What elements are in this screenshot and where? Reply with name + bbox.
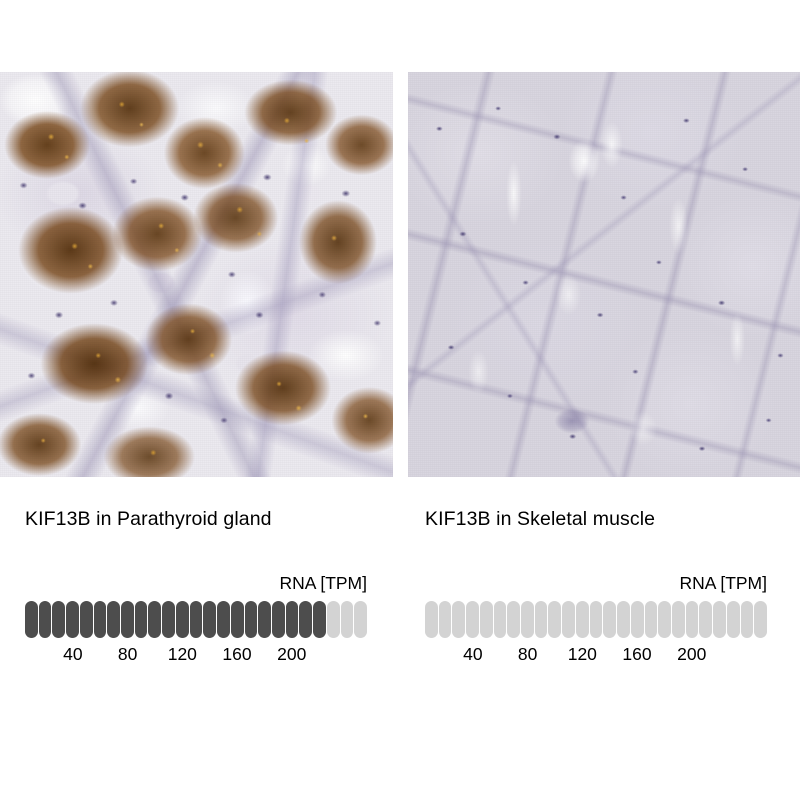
rna-gauge-tick-label: 40 [463, 644, 483, 664]
rna-gauge-tick-label: 160 [222, 644, 252, 664]
rna-gauge-segment [230, 601, 244, 638]
rna-gauge-tick-label: 160 [622, 644, 652, 664]
rna-gauge-tick-label: 80 [517, 644, 538, 664]
rna-gauge-segment [726, 601, 740, 638]
rna-tpm-gauge-skeletal-muscle[interactable] [425, 601, 767, 638]
hematoxylin-nuclei-layer [408, 72, 800, 477]
rna-gauge-segment [258, 601, 271, 638]
micrograph-panel-row [0, 72, 800, 477]
caption-block-parathyroid: KIF13B in Parathyroid gland RNA [TPM] 40… [0, 500, 400, 685]
rna-gauge-segment [630, 601, 644, 638]
rna-gauge-segment [617, 601, 630, 638]
rna-gauge-segment [671, 601, 685, 638]
micrograph-parathyroid-gland[interactable] [0, 72, 393, 477]
rna-gauge-segment [271, 601, 285, 638]
rna-gauge-segment [107, 601, 121, 638]
rna-gauge-segment [754, 601, 767, 638]
rna-gauge-segment [93, 601, 107, 638]
rna-gauge-segment [134, 601, 148, 638]
rna-gauge-segment [425, 601, 438, 638]
rna-gauge-segment [713, 601, 726, 638]
panel-title-skeletal-muscle: KIF13B in Skeletal muscle [425, 508, 656, 530]
rna-gauge-segment [685, 601, 699, 638]
rna-gauge-segment [121, 601, 134, 638]
rna-gauge-segment [299, 601, 313, 638]
micrograph-skeletal-muscle[interactable] [408, 72, 800, 477]
rna-gauge-segment [25, 601, 38, 638]
rna-gauge-segment [79, 601, 93, 638]
rna-gauge-segment [52, 601, 66, 638]
rna-gauge-segment [38, 601, 52, 638]
tissue-image-parathyroid [0, 72, 393, 477]
rna-gauge-tick-label: 200 [677, 644, 707, 664]
hematoxylin-nuclei-layer [0, 72, 393, 477]
rna-gauge-segment [548, 601, 562, 638]
rna-gauge-segment [507, 601, 521, 638]
rna-gauge-segment [148, 601, 162, 638]
rna-gauge-segment [603, 601, 617, 638]
caption-block-skeletal-muscle: KIF13B in Skeletal muscle RNA [TPM] 40 80… [400, 500, 800, 685]
rna-tpm-legend-right: RNA [TPM] [679, 573, 767, 593]
rna-gauge-segment [644, 601, 658, 638]
rna-gauge-segment [589, 601, 603, 638]
rna-gauge-segment [189, 601, 203, 638]
rna-gauge-segment [562, 601, 575, 638]
rna-gauge-segment [438, 601, 452, 638]
rna-gauge-tick-label: 40 [63, 644, 83, 664]
rna-gauge-segment [66, 601, 79, 638]
rna-gauge-tick-label: 200 [277, 644, 307, 664]
rna-tpm-tick-row-right: 40 80 120 160 200 [425, 644, 767, 668]
tissue-image-skeletal-muscle [408, 72, 800, 477]
rna-gauge-segment [521, 601, 534, 638]
capillary-cluster [549, 404, 596, 439]
rna-gauge-segment [244, 601, 258, 638]
rna-gauge-segment [658, 601, 671, 638]
rna-gauge-tick-label: 120 [567, 644, 597, 664]
rna-gauge-segment [285, 601, 299, 638]
rna-gauge-segment [575, 601, 589, 638]
rna-gauge-segment [175, 601, 189, 638]
rna-gauge-segment [326, 601, 340, 638]
rna-gauge-segment [203, 601, 217, 638]
rna-gauge-tick-label: 80 [117, 644, 138, 664]
rna-gauge-segment [354, 601, 367, 638]
rna-gauge-segment [479, 601, 493, 638]
rna-gauge-segment [534, 601, 548, 638]
rna-tpm-tick-row-left: 40 80 120 160 200 [25, 644, 367, 668]
rna-gauge-segment [217, 601, 230, 638]
rna-tpm-gauge-parathyroid[interactable] [25, 601, 367, 638]
rna-gauge-segment [466, 601, 479, 638]
rna-gauge-segment [493, 601, 507, 638]
rna-tpm-legend-left: RNA [TPM] [279, 573, 367, 593]
rna-gauge-tick-label: 120 [167, 644, 197, 664]
rna-gauge-segment [162, 601, 175, 638]
rna-gauge-segment [699, 601, 713, 638]
rna-gauge-segment [740, 601, 754, 638]
panel-title-parathyroid: KIF13B in Parathyroid gland [25, 508, 272, 530]
rna-gauge-segment [313, 601, 326, 638]
rna-gauge-segment [452, 601, 466, 638]
rna-gauge-segment [340, 601, 354, 638]
